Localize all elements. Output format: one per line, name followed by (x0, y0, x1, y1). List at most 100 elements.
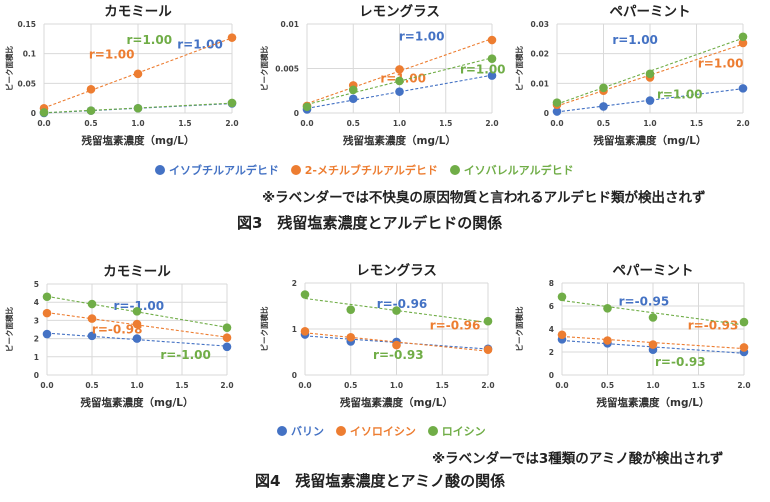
data-point (603, 336, 612, 345)
data-point (300, 327, 310, 336)
correlation-label: r=-0.93 (655, 355, 706, 369)
y-tick-label: 6 (549, 302, 554, 311)
x-tick-label: 0.5 (344, 381, 357, 390)
y-tick-label: 5 (34, 280, 39, 289)
x-tick-label: 1.0 (130, 381, 143, 390)
legend-label: イソブチルアルデヒド (169, 164, 279, 177)
y-tick-label: 0.005 (275, 65, 299, 74)
chart-fig4-chamomile: カモミール 0.0 0.5 1.0 1.5 2.0 0 1 2 3 4 5 ピーク面積比 残留塩素濃度（m… (0, 255, 255, 420)
data-point (599, 102, 608, 111)
chart-svg: レモングラス 0.0 0.5 1.0 1.5 2.0 0 1 2 ピーク面積比残留塩素濃度（mg/… (259, 262, 495, 409)
data-point (487, 71, 497, 80)
chart-title: ペパーミント (613, 263, 694, 279)
data-point (739, 343, 749, 352)
x-tick-label: 0.0 (40, 381, 53, 390)
x-axis-label: 残留塩素濃度（mg/L） (594, 134, 707, 147)
data-point (395, 87, 404, 96)
legend-item: イソバレルアルデヒド (449, 164, 574, 177)
x-tick-label: 1.5 (175, 381, 188, 390)
y-tick-label: 0 (292, 371, 297, 380)
x-tick-label: 1.5 (436, 381, 449, 390)
x-tick-label: 0.5 (597, 119, 610, 128)
data-point (487, 54, 497, 64)
x-axis-label: 残留塩素濃度（mg/L） (340, 396, 453, 409)
data-point (42, 308, 52, 318)
fig4-note: ※ラベンダーでは3種類のアミノ酸が検出されず (432, 451, 724, 467)
fig3-caption: 図3 残留塩素濃度とアルデヒドの関係 (237, 214, 503, 232)
data-point (222, 323, 232, 332)
x-tick-label: 0.0 (555, 381, 568, 390)
correlation-label: r=-1.00 (114, 299, 165, 313)
y-tick-label: 0.02 (530, 50, 549, 59)
x-tick-label: 0.0 (300, 119, 313, 128)
y-tick-label: 3 (34, 316, 39, 325)
chart-svg: カモミール 0.0 0.5 1.0 1.5 2.0 0 0.05 0.1 0.15 ピーク面積比残留… (4, 4, 239, 147)
data-point (738, 84, 748, 93)
correlation-label: r=-0.93 (688, 318, 739, 332)
y-tick-label: 2 (292, 279, 297, 288)
data-point (483, 316, 493, 326)
data-point (133, 103, 143, 113)
x-tick-label: 0.0 (550, 119, 563, 128)
data-point (739, 317, 749, 327)
correlation-label: r=1.00 (698, 56, 744, 70)
trendline (306, 38, 493, 105)
x-tick-label: 0.0 (37, 119, 50, 128)
chart-title: レモングラス (359, 3, 440, 20)
y-tick-label: 0.01 (280, 20, 299, 29)
chart-fig3-lemongrass: レモングラス 0.0 0.5 1.0 1.5 2.0 0 0.005 0.01 ピーク面積比 残留塩… (255, 0, 510, 150)
legend-dot-icon (335, 426, 346, 436)
legend-item: バリン (277, 425, 324, 438)
legend-dot-icon (427, 426, 438, 436)
x-axis-label: 残留塩素濃度（mg/L） (343, 134, 456, 147)
y-tick-label: 0 (549, 371, 554, 380)
data-point (392, 306, 401, 315)
legend-item: ロイシン (427, 425, 486, 438)
data-point (392, 340, 401, 350)
data-point (346, 305, 356, 314)
correlation-label: r=-0.96 (430, 318, 481, 332)
x-tick-label: 0.0 (298, 381, 311, 390)
x-tick-label: 0.5 (601, 381, 614, 390)
data-point (132, 334, 142, 343)
x-tick-label: 2.0 (220, 381, 233, 390)
y-tick-label: 0.01 (530, 79, 549, 88)
y-tick-label: 0 (294, 109, 299, 118)
data-point (648, 313, 658, 322)
data-point (738, 32, 748, 42)
legend-dot-icon (155, 165, 165, 175)
x-tick-label: 1.0 (646, 381, 659, 390)
x-tick-label: 0.5 (347, 119, 360, 128)
fig4-legend: バリン イソロイシン ロイシン (277, 423, 494, 439)
correlation-label: r=1.00 (89, 47, 135, 61)
x-tick-label: 2.0 (225, 119, 238, 128)
data-point (483, 345, 493, 354)
correlation-label: r=1.00 (612, 33, 658, 47)
data-point (346, 332, 356, 342)
correlation-label: r=-0.98 (92, 323, 143, 337)
correlation-label: r=1.00 (126, 33, 172, 47)
x-axis-label: 残留塩素濃度（mg/L） (81, 396, 194, 409)
y-tick-label: 4 (549, 325, 554, 334)
data-point (395, 76, 404, 86)
x-tick-label: 1.0 (390, 381, 403, 390)
data-point (42, 292, 52, 302)
fig3-note: ※ラベンダーでは不快臭の原因物質と言われるアルデヒド類が検出されず (262, 190, 706, 206)
chart-title: レモングラス (356, 262, 437, 279)
legend-label: ロイシン (441, 425, 486, 438)
legend-item: イソブチルアルデヒド (155, 164, 279, 177)
data-point (557, 330, 567, 340)
legend-label: イソバレルアルデヒド (463, 164, 574, 177)
y-tick-label: 0 (31, 109, 36, 118)
data-point (603, 304, 612, 313)
data-point (86, 84, 96, 94)
correlation-label: r=-1.00 (160, 348, 211, 362)
y-tick-label: 1 (34, 353, 39, 362)
y-tick-label: 8 (549, 279, 554, 288)
data-point (348, 85, 358, 95)
data-point (227, 33, 237, 42)
correlation-label: r=-0.95 (619, 294, 670, 308)
correlation-label: r=1.00 (399, 30, 445, 44)
x-tick-label: 2.0 (481, 381, 494, 390)
data-point (552, 107, 562, 116)
